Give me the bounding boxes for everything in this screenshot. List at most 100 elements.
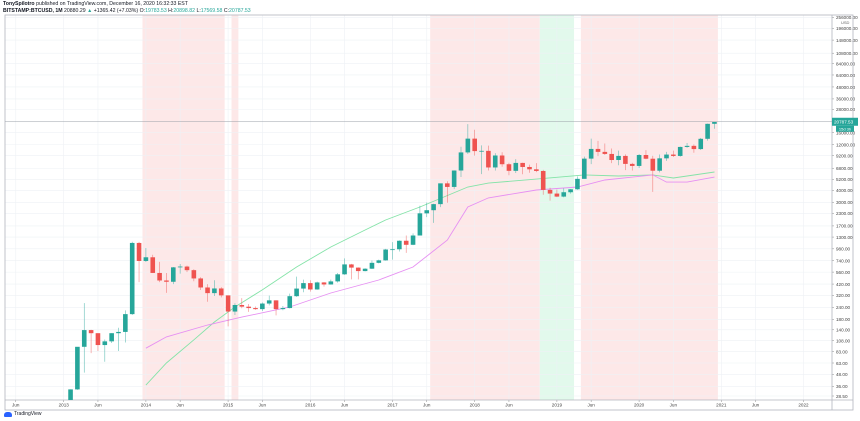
symbol-name[interactable]: BITSTAMP:BTCUSD, 1M xyxy=(3,8,63,14)
price-tick-label: 83.00 xyxy=(836,349,848,354)
time-tick-label: 2021 xyxy=(716,403,727,408)
price-tick-label: 140.00 xyxy=(836,328,850,333)
candle xyxy=(157,261,162,283)
candle-body xyxy=(280,308,286,310)
candle xyxy=(602,143,608,156)
candle-body xyxy=(595,148,601,152)
candle-body xyxy=(698,138,704,150)
price-tick-label: 320.00 xyxy=(836,293,850,298)
time-tick-label: 2014 xyxy=(141,403,152,408)
candle-body xyxy=(349,264,354,268)
candle-body xyxy=(253,308,258,310)
price-tick-label: 28.50 xyxy=(836,394,848,399)
time-tick-label: 2016 xyxy=(305,403,316,408)
candle xyxy=(212,280,217,297)
candle xyxy=(171,267,176,285)
price-tick-label: 180.00 xyxy=(836,317,850,322)
shaded-range-red xyxy=(231,15,239,400)
candle xyxy=(582,156,587,179)
candle-body xyxy=(287,296,293,309)
last-price: 20880.29 xyxy=(64,8,86,14)
candle xyxy=(129,241,135,315)
candle-body xyxy=(198,278,203,288)
candle-body xyxy=(629,163,635,166)
publish-line: TonySpilotro published on TradingView.co… xyxy=(3,1,251,8)
candle xyxy=(657,154,662,173)
candle-body xyxy=(129,242,135,315)
candle-body xyxy=(342,264,347,275)
candle xyxy=(335,273,340,283)
time-tick-label: Jun xyxy=(259,403,267,408)
candle xyxy=(397,240,402,252)
open-value: 19783.53 xyxy=(145,8,167,14)
candle xyxy=(116,327,121,352)
candle xyxy=(643,150,649,160)
price-tick-label: 36.00 xyxy=(836,384,848,389)
candle xyxy=(184,265,190,273)
chart-frame xyxy=(4,14,854,411)
candle xyxy=(123,310,128,343)
candle-body xyxy=(492,155,498,168)
time-tick-label: Jun xyxy=(12,403,20,408)
candle xyxy=(280,305,286,311)
candle xyxy=(575,176,580,190)
candle xyxy=(294,276,299,297)
candle xyxy=(109,333,114,343)
candle-body xyxy=(157,272,162,281)
shaded-range-red xyxy=(142,15,225,400)
price-tick-label: 108.00 xyxy=(836,338,850,343)
candle xyxy=(438,183,443,208)
candle-body xyxy=(314,282,320,290)
candle-body xyxy=(184,266,190,271)
candle-body xyxy=(588,148,594,159)
candle xyxy=(260,302,265,311)
high-label: H: xyxy=(168,8,174,14)
time-tick-label: Jun xyxy=(176,403,184,408)
time-tick-label: Jun xyxy=(752,403,760,408)
candle-body xyxy=(102,341,108,346)
price-tick-label: 3000.00 xyxy=(836,200,853,205)
candle xyxy=(664,151,669,161)
candle xyxy=(623,154,628,171)
candle xyxy=(81,303,87,373)
candle xyxy=(102,339,108,362)
time-tick-label: Jun xyxy=(587,403,595,408)
candle xyxy=(198,277,203,291)
candle xyxy=(513,159,519,173)
up-arrow-icon: ▲ xyxy=(87,8,93,14)
candle-body xyxy=(266,300,272,304)
price-tick-label: 28000.00 xyxy=(836,107,856,112)
shaded-range-red xyxy=(580,15,718,400)
price-tick-label: 980.00 xyxy=(836,247,850,252)
candle-body xyxy=(540,170,546,190)
candle-body xyxy=(520,162,525,167)
candle-body xyxy=(486,150,491,168)
candle-body xyxy=(431,204,436,211)
candle xyxy=(561,188,567,198)
candle xyxy=(328,279,334,285)
publish-info: published on TradingView.com, December 1… xyxy=(36,1,188,7)
candle xyxy=(691,144,697,153)
price-tick-label: 9200.00 xyxy=(836,153,853,158)
open-label: O: xyxy=(139,8,146,14)
candle xyxy=(424,202,430,218)
candle-body xyxy=(657,158,662,171)
candle-body xyxy=(403,240,409,245)
author-name[interactable]: TonySpilotro xyxy=(3,1,35,7)
candle-body xyxy=(445,183,450,187)
price-tick-label: 108000.00 xyxy=(836,51,858,56)
tradingview-logo[interactable]: TradingView xyxy=(4,411,42,417)
candle xyxy=(492,153,498,171)
currency-label: USD xyxy=(841,20,850,25)
candle xyxy=(499,152,505,167)
candle-body xyxy=(362,268,368,272)
candle xyxy=(246,304,251,312)
candle-body xyxy=(575,178,580,190)
candle-body xyxy=(171,267,176,282)
candle-body xyxy=(623,155,628,164)
time-tick-label: 2018 xyxy=(470,403,481,408)
price-tick-label: 63.00 xyxy=(836,361,848,366)
candle xyxy=(410,233,416,246)
low-value: 17569.58 xyxy=(200,8,223,14)
